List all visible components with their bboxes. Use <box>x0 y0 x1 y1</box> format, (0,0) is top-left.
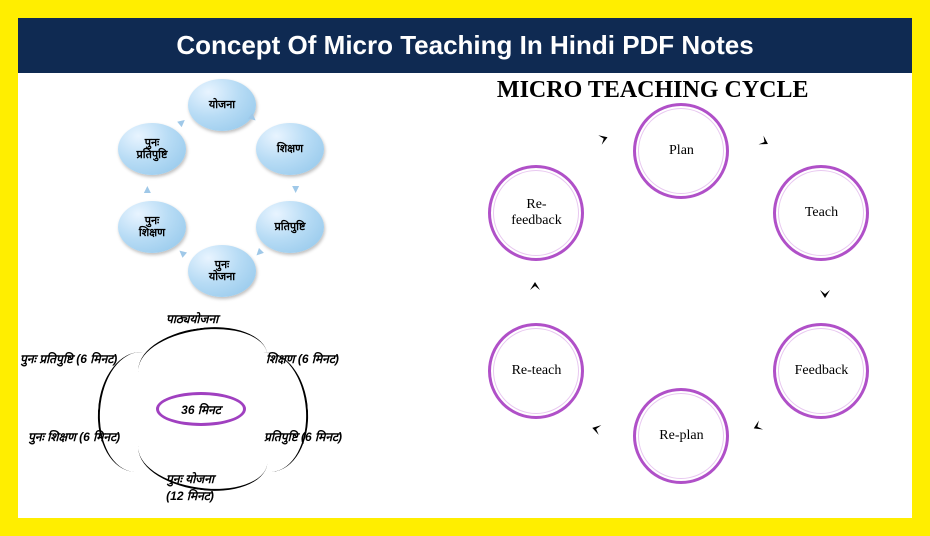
arrow-icon: ▸ <box>173 113 189 131</box>
time-label: प्रतिपुष्टि (6 मिनट) <box>264 428 342 445</box>
english-cycle-title: MICRO TEACHING CYCLE <box>393 77 912 104</box>
arrow-icon <box>585 125 616 156</box>
right-panel: MICRO TEACHING CYCLE Plan Teach Feedback… <box>393 73 912 518</box>
arrow-icon: ▸ <box>288 186 305 193</box>
bubble-node: पुनः प्रतिपुष्टि <box>118 123 186 175</box>
time-cycle-diagram: 36 मिनट पाठ्ययोजना शिक्षण (6 मिनट) प्रति… <box>36 310 376 510</box>
left-panel: योजना शिक्षण प्रतिपुष्टि पुनः योजना पुनः… <box>18 73 393 518</box>
time-center-oval: 36 मिनट <box>156 392 246 426</box>
cycle-node: Re- feedback <box>488 165 584 261</box>
arrow-icon <box>746 409 778 441</box>
bubble-node: पुनः योजना <box>188 245 256 297</box>
time-label: पुनः योजना (12 मिनट) <box>166 470 214 504</box>
page-title: Concept Of Micro Teaching In Hindi PDF N… <box>18 18 912 73</box>
time-label: पुनः प्रतिपुष्टि (6 मिनट) <box>20 350 117 367</box>
bubble-node: पुनः शिक्षण <box>118 201 186 253</box>
arrow-icon <box>813 278 837 302</box>
time-label: पाठ्ययोजना <box>166 310 218 327</box>
arrow-icon: ▸ <box>138 186 155 193</box>
cycle-node: Teach <box>773 165 869 261</box>
bubble-node: प्रतिपुष्टि <box>256 201 324 253</box>
arrow-icon <box>523 278 547 302</box>
bubble-node: योजना <box>188 79 256 131</box>
arrow-icon <box>586 415 615 444</box>
main-container: Concept Of Micro Teaching In Hindi PDF N… <box>18 18 912 518</box>
arrow-icon <box>745 124 778 157</box>
arrow-icon: ▸ <box>251 245 268 262</box>
time-label: पुनः शिक्षण (6 मिनट) <box>28 428 120 445</box>
content-area: योजना शिक्षण प्रतिपुष्टि पुनः योजना पुनः… <box>18 73 912 518</box>
arrow-icon: ▸ <box>173 245 189 263</box>
bubble-node: शिक्षण <box>256 123 324 175</box>
cycle-node: Re-plan <box>633 388 729 484</box>
cycle-node: Feedback <box>773 323 869 419</box>
cycle-node: Re-teach <box>488 323 584 419</box>
time-label: शिक्षण (6 मिनट) <box>266 350 339 367</box>
cycle-node: Plan <box>633 103 729 199</box>
